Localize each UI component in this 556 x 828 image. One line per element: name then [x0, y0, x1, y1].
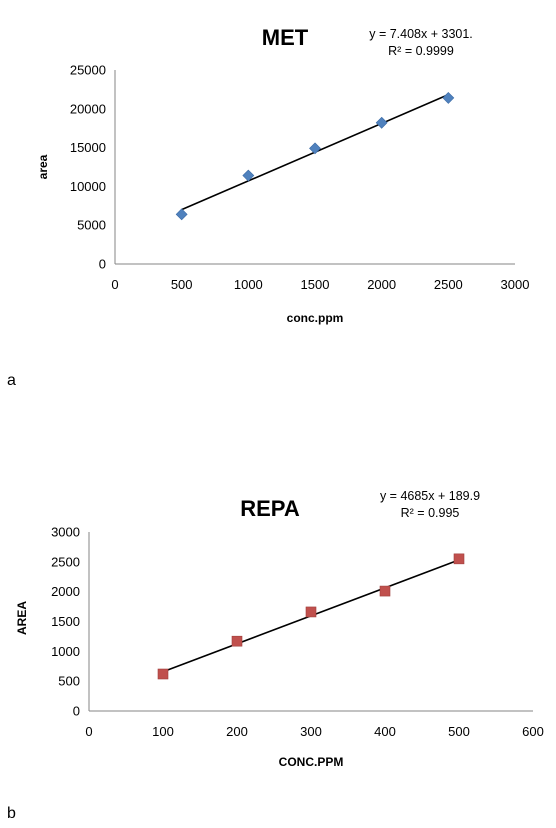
y-tick-label: 5000 [77, 218, 106, 233]
x-tick-labels: 0 100 200 300 400 500 600 [85, 724, 543, 739]
x-tick-label: 2500 [434, 277, 463, 292]
x-tick-label: 600 [522, 724, 544, 739]
r-squared-label: R² = 0.995 [401, 506, 460, 520]
data-point [157, 668, 169, 680]
x-tick-label: 400 [374, 724, 396, 739]
y-tick-label: 20000 [70, 101, 106, 116]
chart-met: MET y = 7.408x + 3301. R² = 0.9999 05000… [36, 25, 529, 325]
trendline-equation: y = 4685x + 189.9 [380, 489, 480, 503]
x-tick-label: 500 [448, 724, 470, 739]
y-tick-label: 3000 [51, 525, 80, 540]
y-tick-label: 500 [58, 674, 80, 689]
data-point [305, 606, 317, 618]
x-tick-label: 100 [152, 724, 174, 739]
y-tick-labels: 0 5000 10000 15000 20000 25000 [70, 63, 106, 272]
chart-title: REPA [240, 496, 300, 521]
y-tick-labels: 0 500 1000 1500 2000 2500 3000 [51, 525, 80, 719]
panel-label-a: a [7, 372, 16, 389]
x-tick-label: 200 [226, 724, 248, 739]
x-tick-label: 0 [85, 724, 92, 739]
y-tick-label: 15000 [70, 140, 106, 155]
x-tick-label: 3000 [501, 277, 530, 292]
y-axis-label: area [36, 154, 50, 179]
y-tick-label: 0 [99, 257, 106, 272]
data-point [175, 208, 188, 221]
y-tick-label: 25000 [70, 63, 106, 78]
data-point [231, 635, 243, 647]
y-tick-label: 2000 [51, 584, 80, 599]
trendline-equation: y = 7.408x + 3301. [369, 27, 473, 41]
y-tick-label: 10000 [70, 179, 106, 194]
data-point [242, 169, 255, 182]
data-point [453, 553, 465, 565]
data-points [175, 92, 455, 221]
y-tick-label: 0 [73, 704, 80, 719]
x-tick-label: 1500 [301, 277, 330, 292]
chart-repa: REPA y = 4685x + 189.9 R² = 0.995 0 500 10… [15, 489, 544, 769]
x-tick-labels: 0 500 1000 1500 2000 2500 3000 [111, 277, 529, 292]
x-tick-label: 2000 [367, 277, 396, 292]
data-point [309, 142, 321, 155]
panel-label-b: b [7, 805, 16, 822]
data-point [375, 116, 388, 129]
x-tick-label: 300 [300, 724, 322, 739]
x-tick-label: 1000 [234, 277, 263, 292]
data-points [157, 553, 465, 680]
x-tick-label: 0 [111, 277, 118, 292]
y-tick-label: 2500 [51, 554, 80, 569]
y-tick-label: 1500 [51, 614, 80, 629]
x-axis-label: CONC.PPM [279, 755, 344, 769]
y-tick-label: 1000 [51, 644, 80, 659]
r-squared-label: R² = 0.9999 [388, 44, 454, 58]
data-point [379, 585, 391, 597]
y-axis-label: AREA [15, 601, 29, 635]
x-tick-label: 500 [171, 277, 193, 292]
x-axis-label: conc.ppm [287, 311, 344, 325]
data-point [442, 92, 455, 104]
chart-title: MET [262, 25, 309, 50]
